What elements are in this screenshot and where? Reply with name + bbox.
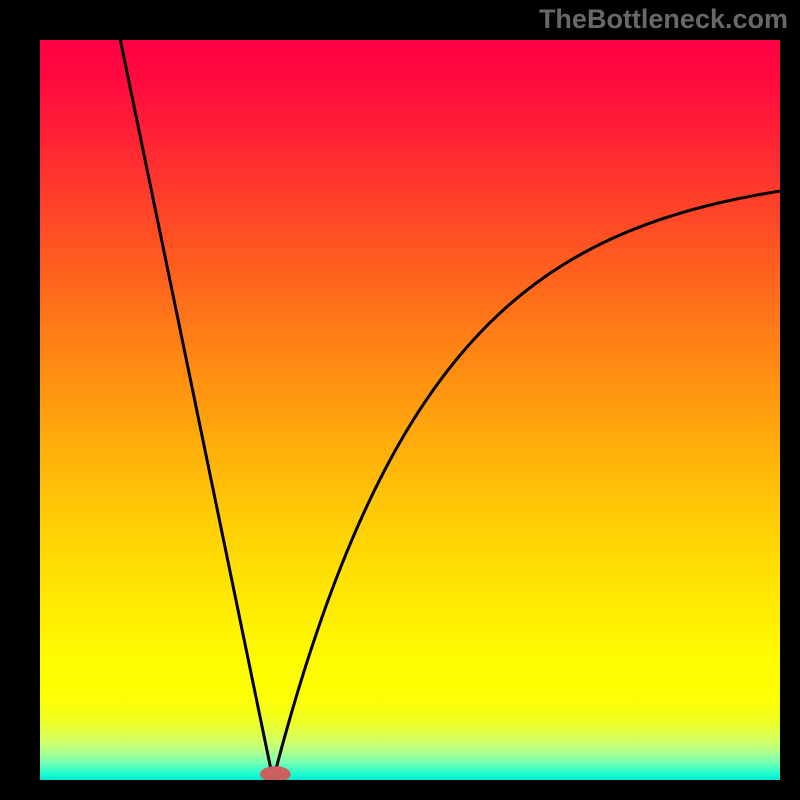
attribution-label: TheBottleneck.com <box>539 4 788 35</box>
chart-background <box>40 40 780 780</box>
optimum-marker <box>261 767 291 780</box>
outer-frame: TheBottleneck.com <box>0 0 800 800</box>
bottleneck-chart <box>40 40 780 780</box>
